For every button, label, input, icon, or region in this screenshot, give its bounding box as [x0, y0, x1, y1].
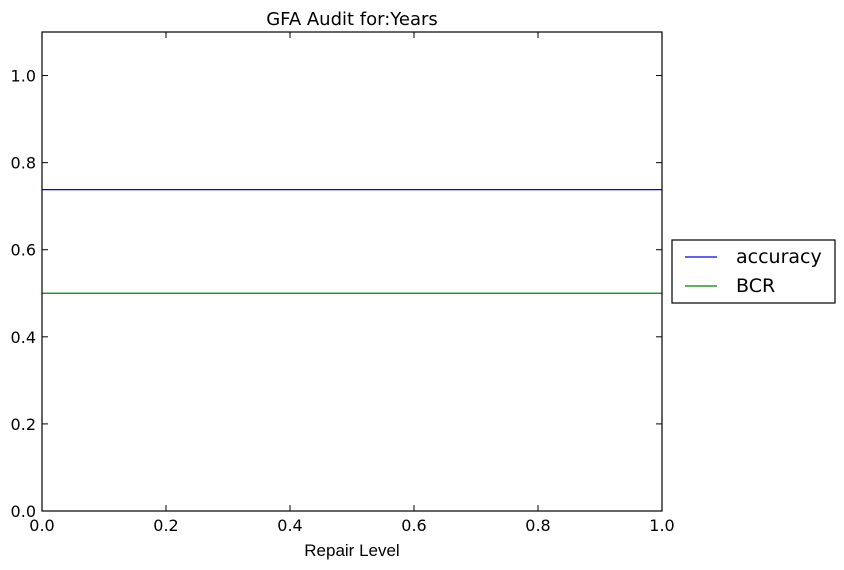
- y-tick-label: 0.6: [11, 241, 36, 260]
- y-tick-label: 0.8: [11, 154, 36, 173]
- x-axis-label: Repair Level: [304, 541, 399, 560]
- y-tick-label: 1.0: [11, 67, 36, 86]
- x-tick-label: 0.8: [525, 516, 550, 535]
- tick-layer: 0.0 0.2 0.4 0.6 0.8 1.0 0.0 0.2 0.4 0.6 0.8 1.0: [11, 32, 675, 535]
- legend-label-accuracy: accuracy: [736, 246, 822, 268]
- y-tick-label: 0.4: [11, 328, 36, 347]
- legend: accuracy BCR: [671, 239, 836, 304]
- x-tick-label: 0.0: [29, 516, 54, 535]
- legend-box: [671, 239, 836, 304]
- series-layer: [42, 188, 662, 294]
- legend-label-bcr: BCR: [736, 275, 775, 297]
- x-tick-label: 0.6: [401, 516, 426, 535]
- y-tick-label: 0.0: [11, 502, 36, 521]
- x-tick-label: 1.0: [649, 516, 674, 535]
- plot-area: [42, 32, 662, 511]
- y-tick-label: 0.2: [11, 415, 36, 434]
- plot-frame: [41, 31, 663, 512]
- chart-title: GFA Audit for:Years: [266, 9, 438, 30]
- x-tick-label: 0.4: [277, 516, 302, 535]
- x-tick-label: 0.2: [153, 516, 178, 535]
